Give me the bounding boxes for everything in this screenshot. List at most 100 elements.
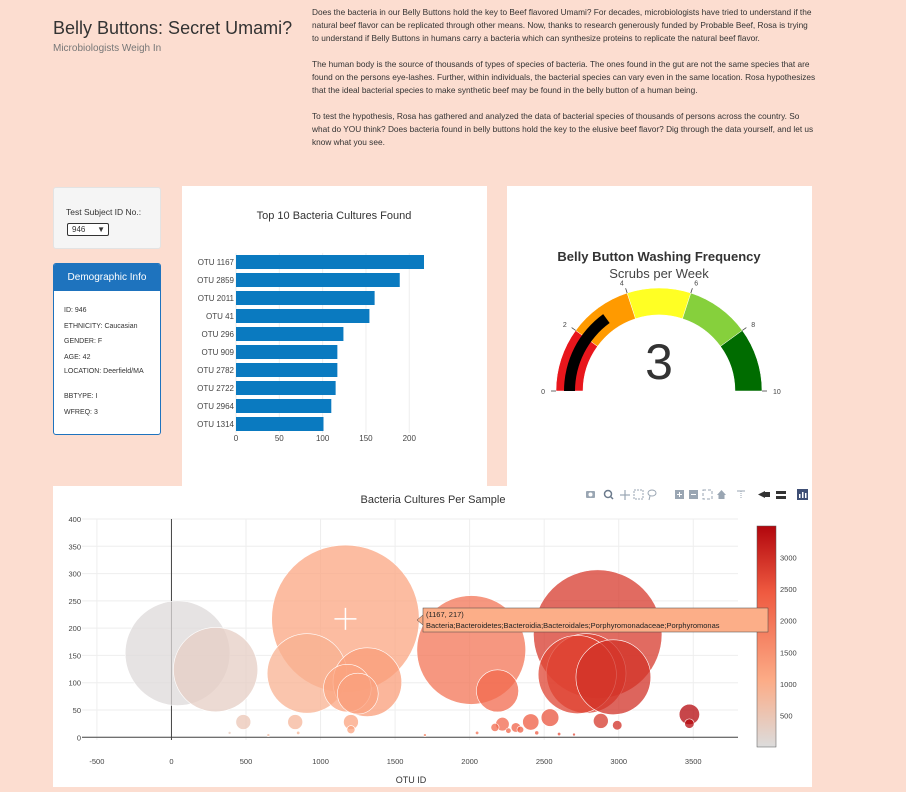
bubble-point[interactable] — [612, 720, 623, 731]
bubble-point[interactable] — [572, 732, 576, 737]
bubble-point[interactable] — [593, 713, 609, 729]
bar-y-tick-label: OTU 2859 — [197, 276, 234, 285]
bar[interactable] — [236, 399, 332, 413]
bubble-point[interactable] — [266, 733, 271, 737]
bar-y-tick-label: OTU 2782 — [197, 366, 234, 375]
bar[interactable] — [236, 273, 400, 287]
gauge-step — [626, 287, 692, 320]
bubble-point[interactable] — [575, 639, 652, 715]
bar[interactable] — [236, 291, 375, 305]
bar[interactable] — [236, 381, 336, 395]
chevron-down-icon: ▼ — [97, 225, 105, 234]
bubble-x-tick-label: 500 — [240, 757, 253, 766]
colorbar — [756, 525, 777, 748]
bubble-x-tick-label: 3500 — [685, 757, 702, 766]
gauge-value-bar — [564, 314, 610, 391]
bubble-point[interactable] — [557, 731, 562, 736]
zoom-in-icon[interactable] — [675, 490, 684, 499]
lasso-icon[interactable] — [647, 489, 657, 501]
bubble-point[interactable] — [505, 727, 512, 734]
colorbar-tick-label: 2000 — [780, 617, 797, 626]
plotly-logo-icon[interactable] — [797, 489, 808, 500]
colorbar-tick-label: 2500 — [780, 585, 797, 594]
bubble-point[interactable] — [534, 730, 540, 736]
subject-select-panel: Test Subject ID No.: 946 ▼ — [53, 187, 161, 249]
bubble-point[interactable] — [476, 669, 519, 713]
gauge-tick-label: 4 — [620, 281, 624, 288]
bar[interactable] — [236, 309, 370, 323]
bar[interactable] — [236, 255, 424, 269]
bubble-point[interactable] — [490, 723, 500, 732]
bar-y-tick-label: OTU 2964 — [197, 402, 234, 411]
gauge-tick-label: 6 — [694, 281, 698, 288]
gauge-tick-label: 10 — [773, 389, 781, 396]
bubble-y-tick-label: 250 — [68, 597, 81, 606]
gauge-chart: Belly Button Washing Frequency Scrubs pe… — [541, 249, 781, 396]
box-select-icon[interactable] — [633, 489, 644, 500]
bubble-x-tick-label: 2000 — [461, 757, 478, 766]
bubble-point[interactable] — [516, 725, 525, 734]
bar-y-tick-label: OTU 1314 — [197, 420, 234, 429]
bubble-point[interactable] — [287, 714, 303, 730]
subject-select-label: Test Subject ID No.: — [66, 207, 142, 217]
bubble-y-tick-label: 400 — [68, 515, 81, 524]
home-icon[interactable] — [717, 490, 726, 499]
hover-tooltip-coords: (1167, 217) — [426, 610, 464, 619]
gauge-tick — [742, 327, 747, 331]
bar[interactable] — [236, 345, 338, 359]
plot-modebar — [586, 489, 808, 501]
bubble-x-axis-label: OTU ID — [396, 775, 427, 785]
intro-paragraph: Does the bacteria in our Belly Buttons h… — [312, 7, 812, 43]
camera-icon[interactable] — [586, 491, 595, 498]
page-subtitle: Microbiologists Weigh In — [53, 43, 162, 54]
bubble-y-tick-label: 150 — [68, 651, 81, 660]
subject-id-select[interactable]: 946 ▼ — [67, 223, 109, 236]
bar[interactable] — [236, 327, 344, 341]
demographic-ethnicity: ETHNICITY: Caucasian — [64, 323, 138, 330]
intro-text: Does the bacteria in our Belly Buttons h… — [312, 6, 817, 162]
bar[interactable] — [236, 363, 338, 377]
bubble-point[interactable] — [296, 730, 301, 735]
gauge-title: Belly Button Washing Frequency — [557, 249, 761, 264]
gauge-step — [720, 330, 763, 392]
gauge-tick-label: 0 — [541, 389, 545, 396]
hover-tooltip: (1167, 217) Bacteria;Bacteroidetes;Bacter… — [416, 607, 769, 633]
hover-compare-icon[interactable] — [776, 491, 786, 499]
gauge-tick-label: 2 — [563, 322, 567, 329]
demographic-heading: Demographic Info — [54, 264, 160, 291]
zoom-out-icon[interactable] — [689, 490, 698, 499]
bar-x-tick-label: 150 — [359, 434, 373, 443]
bubble-x-tick-label: 3000 — [610, 757, 627, 766]
bubble-point[interactable] — [227, 731, 232, 735]
bubble-y-tick-label: 0 — [77, 733, 81, 742]
bubble-point[interactable] — [173, 627, 259, 713]
colorbar-tick-label: 1000 — [780, 680, 797, 689]
bubble-chart-card: Bacteria Cultures Per Sample -500 0 500 100… — [53, 486, 812, 787]
zoom-icon[interactable] — [603, 489, 614, 500]
hover-closest-icon[interactable] — [758, 491, 770, 498]
bubble-point[interactable] — [684, 718, 695, 729]
colorbar-tick-label: 500 — [780, 711, 793, 720]
bubble-chart: Bacteria Cultures Per Sample -500 0 500 100… — [68, 489, 808, 785]
colorbar-tick-label: 3000 — [780, 554, 797, 563]
bubble-x-tick-label: 0 — [169, 757, 173, 766]
bubble-point[interactable] — [475, 730, 480, 735]
gauge-tick — [625, 288, 628, 294]
gauge-tick — [690, 288, 693, 294]
bubble-point[interactable] — [423, 733, 427, 737]
autoscale-icon[interactable] — [702, 489, 713, 500]
gauge-card: Belly Button Washing Frequency Scrubs pe… — [507, 186, 812, 486]
gauge-subtitle: Scrubs per Week — [609, 266, 709, 281]
demographic-gender: GENDER: F — [64, 338, 103, 345]
pan-icon[interactable] — [620, 490, 630, 500]
bar[interactable] — [236, 417, 324, 431]
bubble-point[interactable] — [540, 708, 560, 727]
bubble-point[interactable] — [337, 672, 379, 715]
bubble-point[interactable] — [346, 725, 356, 735]
bar-chart-title: Top 10 Bacteria Cultures Found — [257, 210, 412, 222]
subject-id-value: 946 — [72, 225, 86, 234]
bubble-point[interactable] — [522, 713, 540, 731]
bar-y-tick-label: OTU 1167 — [198, 258, 235, 267]
spike-lines-icon[interactable] — [737, 490, 745, 499]
bubble-point[interactable] — [235, 714, 252, 730]
